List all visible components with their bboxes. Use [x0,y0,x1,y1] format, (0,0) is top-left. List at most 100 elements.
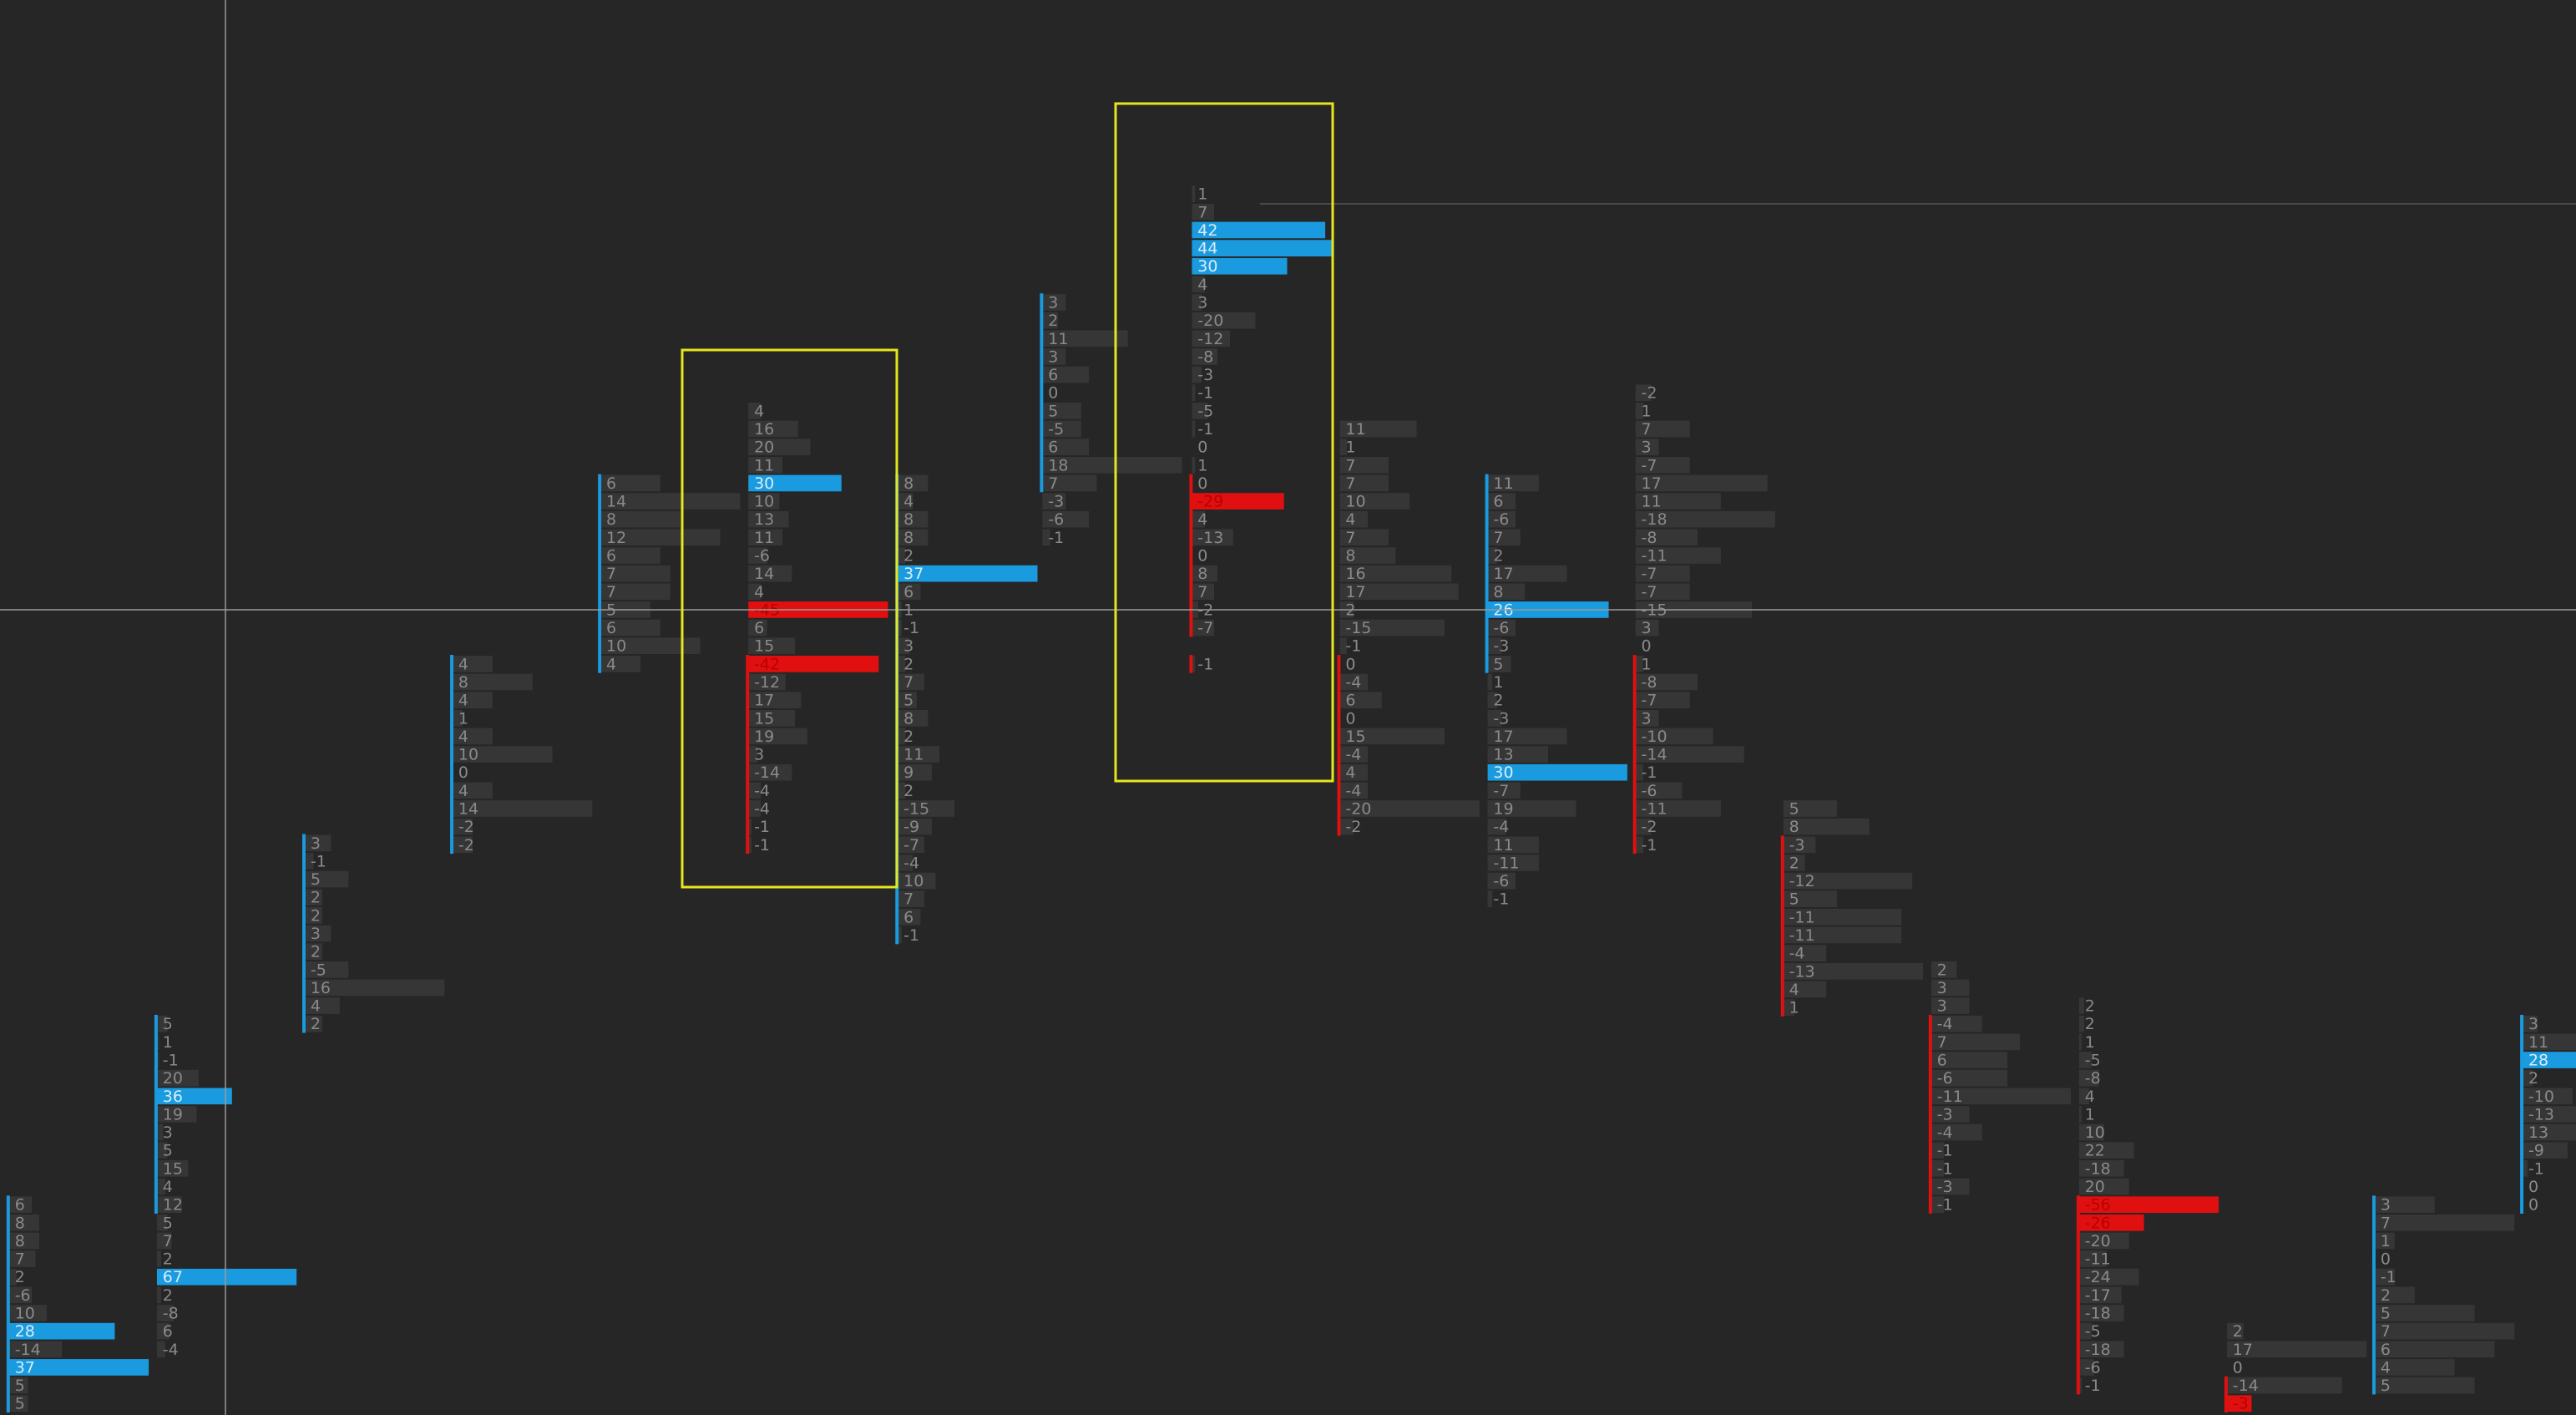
cell-value: 4 [458,782,468,800]
volume-bar [2226,1341,2367,1358]
volume-bar [1339,510,1368,528]
cell-value: 7 [1493,529,1503,547]
column-marker [2520,1014,2524,1214]
volume-bar [1635,836,1643,854]
cell-value: 7 [1197,583,1207,601]
cell-value: -11 [1937,1088,1963,1106]
volume-bar [898,583,921,601]
volume-bar [2078,1106,2082,1123]
cell-value: -1 [1048,529,1064,547]
cell-value: -1 [163,1052,179,1070]
volume-bar [1042,474,1097,492]
cell-value: -1 [1197,420,1213,439]
cell-value: -4 [754,799,770,818]
volume-bar [305,853,314,870]
cell-value: -9 [903,818,919,836]
volume-bar [1487,510,1516,528]
volume-bar [748,763,792,781]
cell-value: 0 [2528,1196,2538,1215]
cell-value: -10 [1642,728,1668,746]
volume-bar [1487,619,1516,636]
cell-value: -4 [1345,673,1361,692]
cell-value: 10 [1345,493,1365,511]
cell-value: 30 [1493,763,1513,782]
cell-value: 37 [903,565,924,583]
volume-bar [2375,1377,2475,1394]
volume-bar [1931,1106,1970,1123]
cell-value: -13 [2528,1105,2554,1123]
cell-value: 19 [163,1105,183,1123]
volume-bar [156,1305,174,1321]
cell-value: 5 [1493,655,1503,673]
volume-bar [453,692,493,708]
volume-bar [1487,637,1502,655]
volume-bar [1042,312,1058,329]
volume-bar [1635,583,1690,601]
cell-value: -1 [1937,1159,1953,1178]
cell-value: 0 [2233,1358,2243,1377]
cell-value: 5 [1048,402,1058,420]
volume-bar [1635,692,1690,708]
cell-value: 7 [1937,1033,1947,1052]
volume-bar [2078,1214,2144,1231]
volume-bar [1487,709,1502,727]
volume-bar [1487,529,1521,546]
cell-value: 2 [903,547,913,565]
volume-bar [2226,1395,2252,1412]
volume-bar [2078,1015,2084,1032]
volume-bar [453,728,493,745]
volume-bar [2078,1123,2104,1141]
column-marker [1189,655,1193,673]
cell-value: -6 [1493,872,1509,890]
cell-value: -5 [2085,1322,2101,1341]
cell-value: 6 [1345,692,1355,710]
volume-bar [1042,348,1066,365]
cell-value: 30 [1197,257,1217,276]
cell-value: 2 [163,1250,173,1269]
volume-bar [8,1305,48,1321]
volume-bar [1487,656,1511,672]
volume-bar [305,889,322,906]
cell-value: 8 [903,510,913,529]
cell-value: 7 [1197,203,1207,221]
volume-bar [2078,1322,2092,1340]
volume-bar [1339,673,1368,691]
volume-bar [156,1178,165,1195]
volume-bar [1339,728,1445,745]
cell-value: -8 [2085,1069,2101,1088]
volume-bar [1192,366,1202,383]
volume-bar [1783,909,1902,926]
column-marker [302,834,306,979]
volume-bar [1339,456,1389,474]
cell-value: 2 [2528,1069,2538,1088]
volume-bar [1192,384,1196,402]
volume-bar [1192,493,1284,510]
volume-bar [156,1088,232,1105]
cell-value: 0 [1345,655,1355,673]
volume-bar [1192,185,1196,202]
cell-value: -12 [1197,330,1223,348]
volume-bar [2078,1232,2129,1250]
cell-value: 14 [754,565,774,583]
cell-value: 5 [15,1395,25,1413]
cell-value: 1 [1789,999,1799,1017]
volume-bar [600,529,721,546]
volume-bar [2078,1033,2082,1051]
cell-value: -1 [1345,637,1361,656]
column-marker [6,1195,10,1413]
cell-value: 30 [754,474,774,493]
volume-bar [2523,1142,2568,1159]
cell-value: 13 [1493,746,1513,764]
cell-value: -4 [1937,1123,1953,1142]
cell-value: 8 [15,1232,25,1250]
volume-bar [2375,1322,2515,1340]
cell-value: 20 [2085,1178,2105,1196]
cell-value: 11 [754,456,774,474]
volume-bar [2078,1286,2122,1304]
volume-bar [305,1015,322,1032]
cell-value: 7 [903,673,913,692]
cell-value: 3 [1048,294,1058,312]
volume-bar [748,493,780,510]
cell-value: -2 [1642,818,1657,836]
volume-bar [1635,565,1690,582]
